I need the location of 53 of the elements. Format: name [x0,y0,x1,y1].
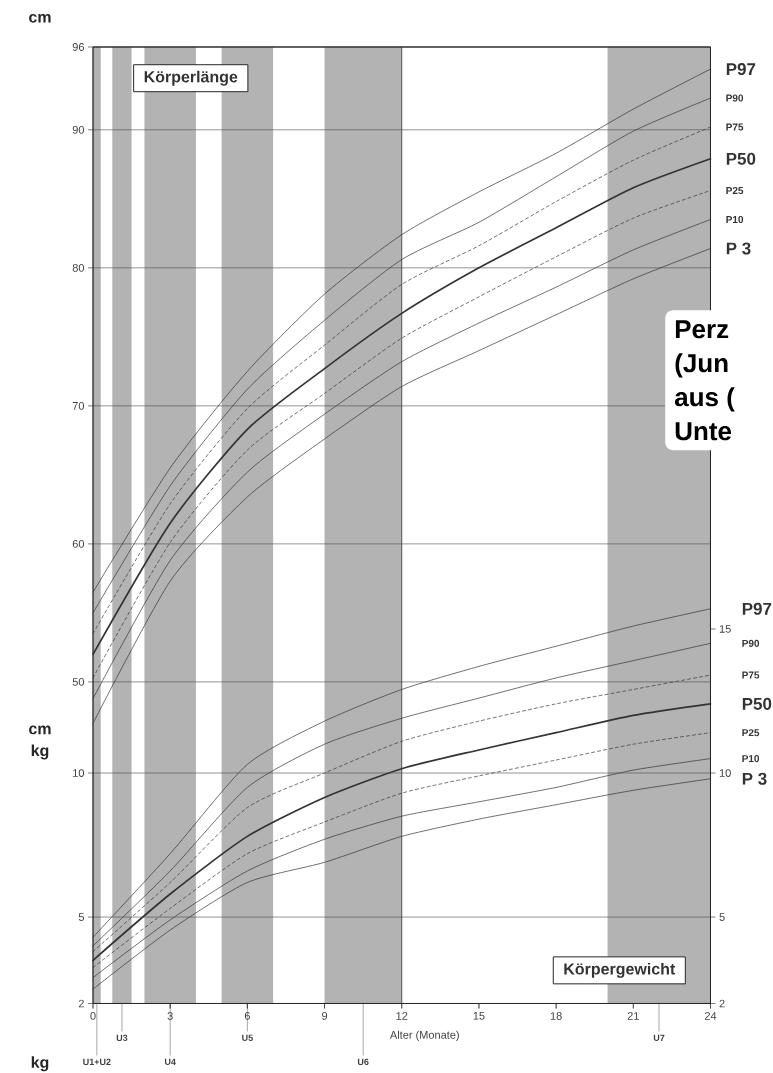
band-label: U5 [242,1034,253,1041]
y-tick-label: 60 [72,539,85,548]
y-tick-label: 90 [72,125,85,134]
x-tick-label: 21 [627,1012,639,1020]
y2-tick-label: 5 [719,913,725,921]
y-axis-title: cm [29,13,51,23]
x-tick-label: 12 [396,1012,408,1020]
y2-tick-label: 10 [719,769,731,777]
y-tick-label: 2 [78,999,84,1008]
y2-tick-label: 15 [719,625,731,633]
band-label: U3 [116,1034,128,1042]
text: P25 [742,729,760,737]
series-label: P 3 [726,242,751,255]
annotation: aus ( [674,387,735,412]
series-label: P97 [742,602,772,615]
series-label: P50 [726,152,756,165]
y-tick-label: 70 [72,401,85,410]
text: P90 [742,639,760,647]
band-label: U1+U2 [83,1058,111,1066]
text: P75 [742,671,760,679]
x-tick-label: 15 [473,1012,485,1020]
text: Körpergewicht [564,962,676,978]
series-label: P75 [726,123,744,131]
series-label: P25 [726,187,744,195]
x-tick-label: 24 [704,1012,717,1020]
x-tick-label: 18 [550,1012,562,1020]
annotation: (Jun [675,353,728,378]
series-label: P90 [726,94,744,102]
y2-tick-label: 2 [719,999,725,1008]
band-label: U7 [653,1034,665,1041]
series-label: P50 [742,697,772,710]
text: Körperlänge [144,70,238,86]
x-tick-label: 9 [322,1012,328,1020]
y-axis-title: kg [31,1056,49,1072]
y-tick-label: 10 [73,769,85,777]
x-axis-title: Alter (Monate) [389,1030,459,1041]
y-tick-label: 96 [72,43,84,51]
band-label: U4 [164,1058,176,1065]
annotation: Perz [675,320,729,339]
x-tick-label: 3 [167,1012,173,1020]
band-label: U6 [357,1058,369,1066]
y-tick-label: 80 [72,263,85,272]
x-tick-label: 6 [244,1012,250,1020]
series-label: P 3 [742,772,767,785]
series-label: P97 [726,63,756,76]
text: cm [29,725,51,735]
y-tick-label: 50 [72,678,85,686]
text: P10 [742,755,760,763]
series-label: P10 [726,215,744,224]
text: kg [31,744,49,760]
y-tick-label: 5 [78,913,84,921]
annotation: Unte [675,422,732,441]
x-tick-label: 0 [90,1012,96,1020]
